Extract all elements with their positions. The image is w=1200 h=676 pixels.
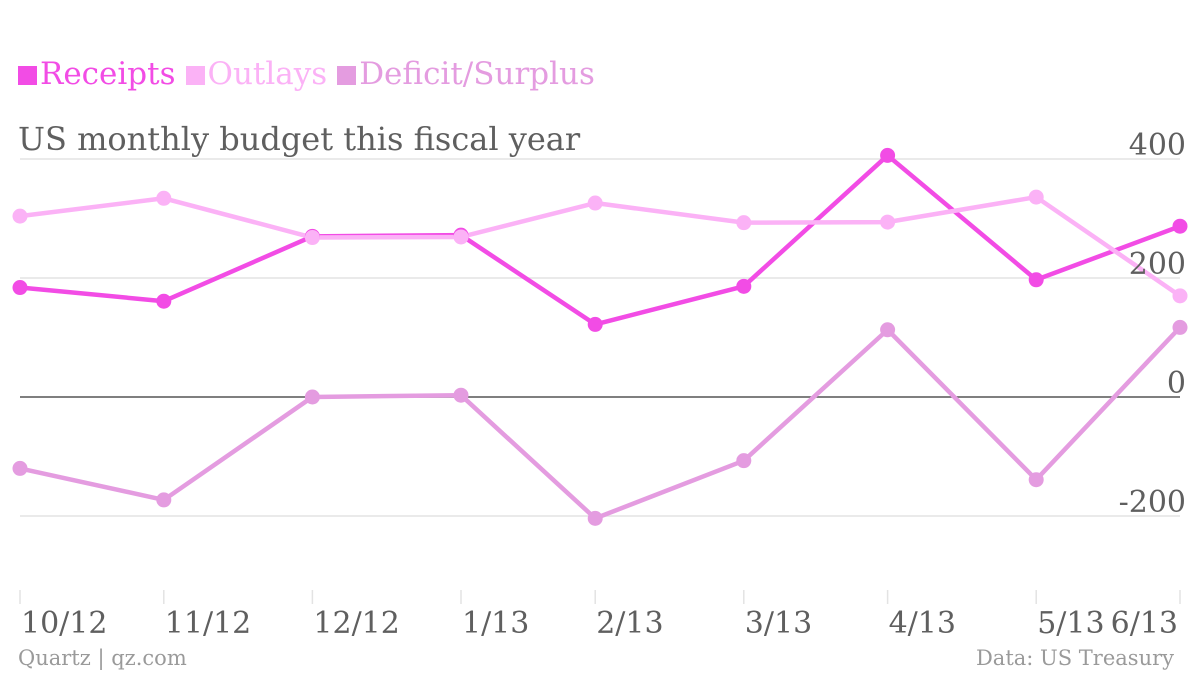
x-tick-label-8: 6/13 <box>1111 606 1178 641</box>
x-tick-label-0: 10/12 <box>21 606 107 641</box>
data-point-outlays-4 <box>587 195 603 211</box>
legend-swatch-receipts <box>18 65 37 85</box>
data-point-outlays-8 <box>1172 288 1188 304</box>
x-tick-label-2: 12/12 <box>313 606 399 641</box>
data-point-deficit-3 <box>453 387 469 403</box>
x-tick-label-4: 2/13 <box>596 606 663 641</box>
data-point-outlays-1 <box>156 190 172 206</box>
data-point-deficit-7 <box>1028 472 1044 488</box>
data-point-receipts-0 <box>12 280 28 296</box>
source-credit: Quartz | qz.com <box>18 646 187 670</box>
series-line-receipts <box>17 153 1183 327</box>
x-tick-label-3: 1/13 <box>462 606 529 641</box>
y-tick-label-2: 0 <box>1167 366 1186 401</box>
series-line-deficit <box>17 325 1183 521</box>
x-tick-label-6: 4/13 <box>889 606 956 641</box>
data-point-deficit-6 <box>880 322 896 338</box>
y-tick-label-3: -200 <box>1119 485 1186 520</box>
data-point-outlays-3 <box>453 229 469 245</box>
x-tick-label-7: 5/13 <box>1037 606 1104 641</box>
data-point-deficit-0 <box>12 460 28 476</box>
series-line-outlays <box>17 194 1183 299</box>
data-point-deficit-2 <box>304 389 320 405</box>
data-point-receipts-5 <box>736 278 752 294</box>
legend-swatch-outlays <box>185 65 205 85</box>
y-tick-label-1: 200 <box>1129 247 1186 282</box>
legend: Receipts Outlays Deficit/Surplus <box>18 56 595 92</box>
data-point-receipts-1 <box>156 293 172 309</box>
legend-item-outlays: Outlays <box>185 56 328 92</box>
data-point-outlays-6 <box>880 214 896 230</box>
data-point-outlays-0 <box>12 208 28 224</box>
x-tick-label-1: 11/12 <box>165 606 251 641</box>
data-point-receipts-4 <box>587 316 603 332</box>
legend-swatch-deficit-surplus <box>337 65 357 85</box>
data-point-outlays-5 <box>736 215 752 231</box>
data-point-receipts-7 <box>1028 272 1044 288</box>
y-tick-label-0: 400 <box>1129 128 1186 163</box>
legend-label-receipts: Receipts <box>40 56 176 92</box>
data-point-receipts-6 <box>880 147 896 163</box>
data-point-outlays-2 <box>304 230 320 246</box>
data-point-deficit-4 <box>587 510 603 526</box>
legend-item-deficit-surplus: Deficit/Surplus <box>337 56 595 92</box>
data-point-outlays-7 <box>1028 189 1044 205</box>
legend-label-outlays: Outlays <box>207 56 328 92</box>
x-tick-label-5: 3/13 <box>745 606 812 641</box>
data-point-deficit-8 <box>1172 319 1188 335</box>
data-source: Data: US Treasury <box>975 646 1174 670</box>
data-point-deficit-1 <box>156 492 172 508</box>
legend-label-deficit-surplus: Deficit/Surplus <box>359 56 595 92</box>
chart-title: US monthly budget this fiscal year <box>18 120 581 158</box>
legend-item-receipts: Receipts <box>18 56 176 92</box>
data-point-deficit-5 <box>736 453 752 469</box>
data-point-receipts-8 <box>1172 218 1188 234</box>
